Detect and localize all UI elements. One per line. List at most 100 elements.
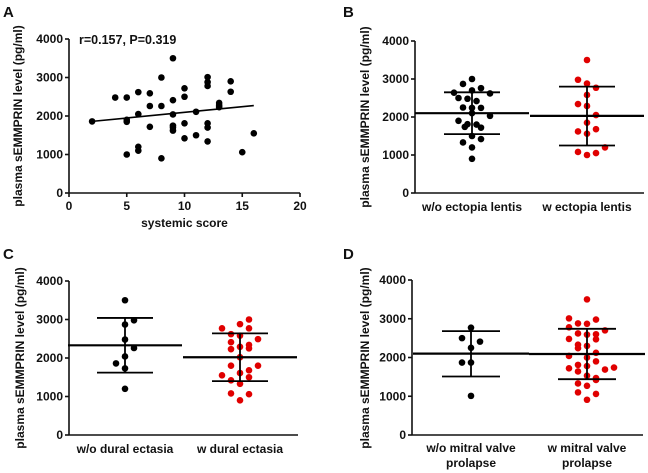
series-group xyxy=(530,56,644,159)
y-tick-label: 3000 xyxy=(379,312,406,326)
data-point xyxy=(204,73,211,81)
data-point xyxy=(486,90,494,97)
series-group xyxy=(415,75,529,163)
x-tick-label: 20 xyxy=(293,199,307,213)
data-point xyxy=(181,93,188,101)
series-group xyxy=(183,316,297,404)
data-point xyxy=(592,149,600,157)
panel-letter-d: D xyxy=(343,246,354,263)
y-axis-label: plasma sEMMPRIN level (pg/ml) xyxy=(358,26,372,207)
data-point xyxy=(236,320,244,328)
data-point xyxy=(461,123,469,131)
panel-d-dotplot: D 0 1000 2000 3000 4000 plasma sEMMPRIN level… xyxy=(343,246,645,470)
y-tick-label: 3000 xyxy=(36,313,63,327)
x-category-label: w/o dural ectasia xyxy=(76,442,174,456)
data-point xyxy=(468,144,476,151)
panel-b-dotplot: B 0 1000 2000 3000 4000 plasma sEMMPRIN level… xyxy=(343,4,644,214)
y-tick-label: 0 xyxy=(56,428,63,442)
data-point xyxy=(245,367,253,374)
y-tick-label: 1000 xyxy=(36,148,63,162)
data-point xyxy=(245,325,253,332)
y-tick-label: 4000 xyxy=(382,34,409,48)
data-point xyxy=(592,349,600,357)
regression-line xyxy=(92,104,254,123)
data-point xyxy=(250,130,258,137)
data-point xyxy=(88,118,96,125)
data-point xyxy=(459,80,467,88)
data-point xyxy=(583,396,591,404)
data-point xyxy=(121,385,129,393)
y-tick-label: 0 xyxy=(56,186,63,200)
data-point xyxy=(477,84,485,92)
y-tick-label: 2000 xyxy=(36,351,63,365)
data-point xyxy=(254,335,262,343)
y-tick-label: 2000 xyxy=(382,110,409,124)
data-point xyxy=(111,94,119,101)
data-point xyxy=(123,151,131,158)
y-tick-label: 0 xyxy=(399,428,406,442)
data-point xyxy=(181,120,188,127)
data-point xyxy=(583,151,591,159)
data-point xyxy=(592,358,600,365)
y-tick-label: 1000 xyxy=(36,390,63,404)
x-category-label: prolapse xyxy=(562,456,612,470)
data-point xyxy=(135,147,142,154)
data-point xyxy=(158,102,165,110)
y-tick-label: 0 xyxy=(402,186,409,200)
data-point xyxy=(574,100,582,108)
y-axis-label: plasma sEMMPRIN level (pg/ml) xyxy=(13,267,27,448)
data-point xyxy=(583,296,591,303)
y-tick-label: 4000 xyxy=(379,273,406,287)
panel-letter-b: B xyxy=(343,4,354,21)
data-point xyxy=(135,88,142,96)
data-point xyxy=(477,104,485,112)
data-point xyxy=(181,135,188,142)
data-point xyxy=(146,102,154,110)
data-point xyxy=(458,359,466,366)
y-tick-label: 3000 xyxy=(36,71,63,85)
x-category-label: w/o ectopia lentis xyxy=(421,200,522,214)
data-point xyxy=(204,124,211,131)
data-point xyxy=(583,382,591,390)
data-point xyxy=(565,335,573,343)
x-tick-label: 10 xyxy=(178,199,192,213)
x-category-label: w dural ectasia xyxy=(196,442,283,456)
data-point xyxy=(458,334,466,342)
data-point xyxy=(158,74,165,81)
data-point xyxy=(583,80,591,87)
x-category-label: w mitral valve xyxy=(547,441,627,455)
data-point xyxy=(476,338,484,345)
data-point xyxy=(146,89,154,97)
data-point xyxy=(227,78,234,85)
data-point xyxy=(204,82,211,90)
data-point xyxy=(459,104,467,111)
data-point xyxy=(583,320,591,328)
y-axis-label: plasma sEMMPRIN level (pg/ml) xyxy=(358,267,372,448)
data-point xyxy=(123,118,131,126)
data-point xyxy=(121,296,129,304)
data-point xyxy=(245,316,253,323)
data-point xyxy=(592,84,600,92)
data-point xyxy=(204,138,211,145)
data-point xyxy=(610,364,618,371)
correlation-annotation: r=0.157, P=0.319 xyxy=(79,33,176,47)
data-point xyxy=(565,315,573,322)
y-tick-label: 4000 xyxy=(36,32,63,46)
data-point xyxy=(158,155,165,162)
data-point xyxy=(583,56,591,64)
data-point xyxy=(592,316,600,323)
data-point xyxy=(146,123,154,131)
y-tick-label: 2000 xyxy=(379,351,406,365)
panel-letter-c: C xyxy=(3,246,14,263)
panel-a-scatter: A 0 1000 2000 3000 4000 plasma sEMMPRIN level… xyxy=(3,4,307,230)
x-category-label: w ectopia lentis xyxy=(541,200,632,214)
data-point xyxy=(123,94,131,101)
data-point xyxy=(574,148,582,156)
data-point xyxy=(468,155,476,163)
data-point xyxy=(227,88,234,96)
series-group xyxy=(68,296,182,393)
data-point xyxy=(169,54,177,62)
data-point xyxy=(218,372,226,379)
data-point xyxy=(227,362,235,370)
